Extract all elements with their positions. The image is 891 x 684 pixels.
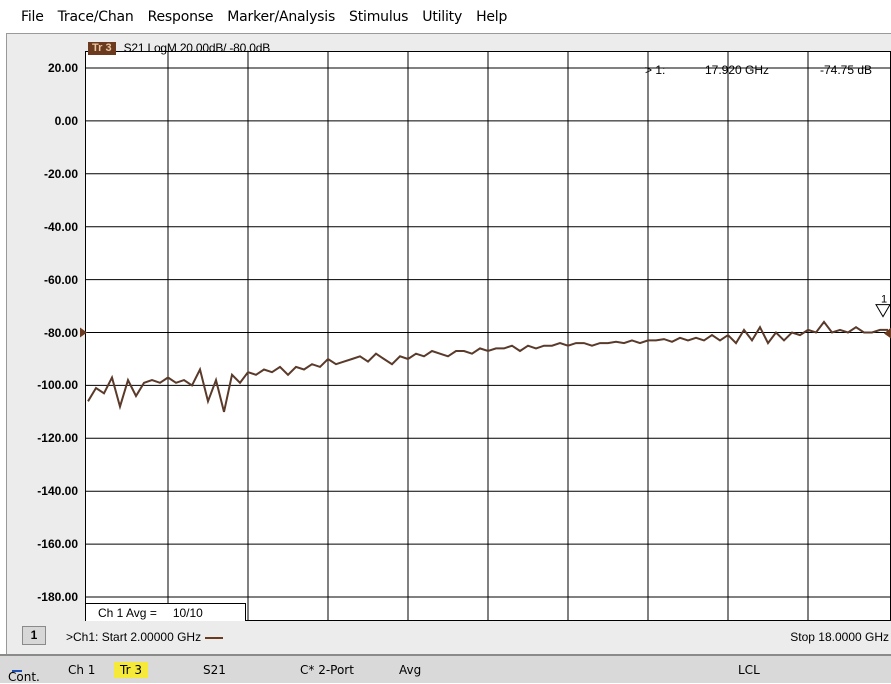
- marker-number-label: 1: [881, 294, 887, 306]
- menu-help[interactable]: Help: [476, 8, 508, 25]
- channel-number-button[interactable]: 1: [22, 626, 46, 645]
- reference-level-right-icon: [884, 327, 891, 339]
- marker-readout-label: > 1:: [645, 63, 666, 77]
- cont-indicator-icon: [12, 670, 22, 672]
- menu-marker-analysis[interactable]: Marker/Analysis: [227, 8, 336, 25]
- marker-readout-value: -74.75 dB: [820, 63, 873, 77]
- menu-stimulus[interactable]: Stimulus: [349, 8, 409, 25]
- status-cont-text: Cont.: [8, 670, 40, 684]
- avg-label: Ch 1 Avg =: [98, 605, 157, 620]
- start-frequency-text: >Ch1: Start 2.00000 GHz: [66, 630, 202, 644]
- trace-header: Tr 3 S21 LogM 20.00dB/ -80.0dB: [88, 41, 270, 55]
- y-tick-label: 0.00: [54, 113, 78, 128]
- marker-triangle-icon: [875, 304, 891, 318]
- y-tick-label: -60.00: [43, 272, 78, 287]
- trace-color-swatch: [205, 636, 224, 639]
- status-channel[interactable]: Ch 1: [68, 663, 96, 677]
- trace-badge[interactable]: Tr 3: [88, 41, 116, 55]
- y-tick-label: -100.00: [37, 378, 78, 393]
- menu-bar: File Trace/Chan Response Marker/Analysis Sti…: [0, 0, 891, 33]
- marker-readout-frequency: 17.920 GHz: [705, 63, 770, 77]
- trace-s21-line: [87, 320, 888, 413]
- status-trace[interactable]: Tr 3: [114, 662, 148, 678]
- status-parameter[interactable]: S21: [203, 663, 226, 677]
- y-tick-label: -140.00: [37, 484, 78, 499]
- y-tick-label: 20.00: [47, 61, 78, 75]
- y-tick-label: -160.00: [37, 537, 78, 552]
- y-tick-label: -120.00: [37, 431, 78, 446]
- bottom-info: 1 >Ch1: Start 2.00000 GHz Stop 18.0000 G…: [6, 622, 891, 653]
- menu-file[interactable]: File: [21, 8, 44, 25]
- averaging-box: Ch 1 Avg = 10/10: [86, 603, 246, 621]
- avg-value: 10/10: [172, 605, 203, 620]
- reference-level-left-icon: [80, 327, 87, 338]
- menu-trace-chan[interactable]: Trace/Chan: [57, 8, 134, 25]
- status-bar: Cont. Ch 1 Tr 3 S21 C* 2-Port Avg LCL: [0, 654, 891, 684]
- y-tick-label: -40.00: [43, 219, 78, 234]
- status-lcl: LCL: [738, 663, 760, 677]
- status-averaging[interactable]: Avg: [399, 663, 422, 677]
- y-tick-label: -180.00: [37, 590, 78, 604]
- y-tick-label: -80.00: [43, 325, 78, 340]
- marker-readout: > 1: 17.920 GHz -74.75 dB: [0, 61, 891, 77]
- stop-frequency: Stop 18.0000 GHz: [790, 630, 889, 644]
- status-calibration[interactable]: C* 2-Port: [300, 663, 354, 677]
- menu-response[interactable]: Response: [147, 8, 214, 25]
- y-tick-label: -20.00: [43, 166, 78, 181]
- trace-title: S21 LogM 20.00dB/ -80.0dB: [123, 41, 271, 55]
- menu-utility[interactable]: Utility: [422, 8, 463, 25]
- start-frequency: >Ch1: Start 2.00000 GHz: [66, 630, 224, 644]
